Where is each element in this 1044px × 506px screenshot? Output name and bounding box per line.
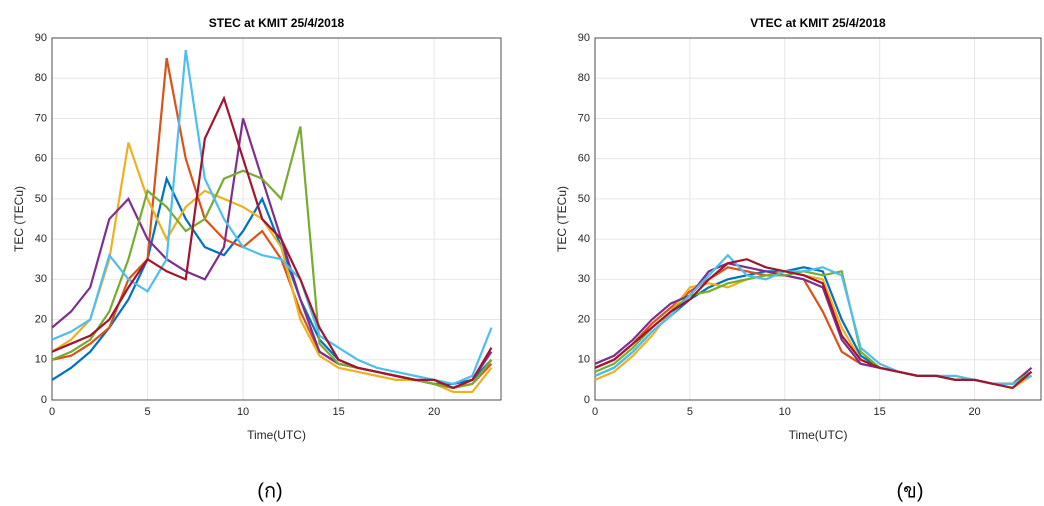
figure: 010203040506070809005101520STEC at KMIT … [0, 0, 1044, 506]
y-tick-label: 60 [578, 153, 590, 165]
chart-panel: 0 10 20 30 40 50 60 70 80 90 0 5 10 15 20 STEC at KMIT … [12, 16, 501, 502]
x-tick-label: 10 [237, 406, 249, 418]
x-tick-label: 0 [592, 406, 598, 418]
y-tick-label: 50 [578, 193, 590, 205]
y-tick-label: 90 [578, 32, 590, 44]
y-tick-label: 30 [35, 273, 47, 285]
x-tick-label: 20 [428, 406, 440, 418]
y-tick-label: 60 [35, 153, 47, 165]
chart-panel: 0 10 20 30 40 50 60 70 80 90 0 5 10 15 20 VTEC at KMIT … [555, 16, 1041, 502]
chart-title: STEC at KMIT 25/4/2018 [209, 16, 345, 30]
x-axis-label: Time(UTC) [247, 428, 306, 442]
y-axis-label: TEC (TECu) [12, 186, 26, 252]
y-tick-label: 80 [578, 72, 590, 84]
y-tick-label: 30 [578, 273, 590, 285]
x-tick-label: 5 [144, 406, 150, 418]
y-tick-label: 40 [578, 233, 590, 245]
x-tick-label: 20 [968, 406, 980, 418]
y-tick-label: 10 [578, 354, 590, 366]
page: 010203040506070809005101520STEC at KMIT … [0, 0, 1044, 506]
x-axis-label: Time(UTC) [789, 428, 848, 442]
y-tick-label: 70 [578, 112, 590, 124]
x-tick-label: 5 [687, 406, 693, 418]
y-tick-label: 80 [35, 72, 47, 84]
y-axis-label: TEC (TECu) [555, 186, 569, 252]
chart-title: VTEC at KMIT 25/4/2018 [750, 16, 886, 30]
y-tick-label: 0 [584, 394, 590, 406]
x-tick-label: 15 [874, 406, 886, 418]
y-tick-label: 20 [578, 313, 590, 325]
y-tick-label: 20 [35, 313, 47, 325]
panel-caption: (ก) [257, 480, 282, 502]
x-tick-label: 10 [779, 406, 791, 418]
y-tick-label: 0 [41, 394, 47, 406]
x-tick-label: 0 [49, 406, 55, 418]
panel-caption: (ข) [897, 480, 924, 502]
y-tick-label: 40 [35, 233, 47, 245]
y-tick-label: 90 [35, 32, 47, 44]
x-tick-label: 15 [332, 406, 344, 418]
y-tick-label: 50 [35, 193, 47, 205]
y-tick-label: 70 [35, 112, 47, 124]
y-tick-label: 10 [35, 354, 47, 366]
